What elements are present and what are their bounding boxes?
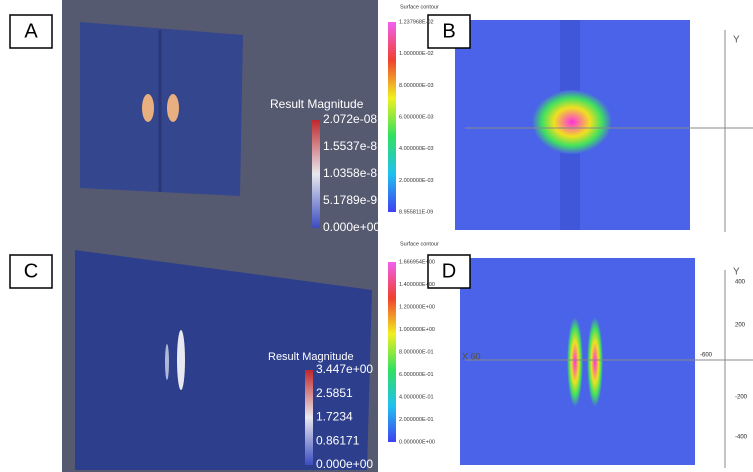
- contour-spot: [587, 317, 603, 407]
- legend-label: 6.000000E-03: [399, 114, 434, 120]
- legend-label: 1.5537e-8: [323, 139, 377, 153]
- legend-label: 1.237968E-02: [399, 19, 434, 25]
- legend-title: Result Magnitude: [270, 97, 364, 111]
- legend-label: 4.000000E-03: [399, 146, 434, 152]
- legend-label: 2.5851: [316, 386, 353, 400]
- color-bar: [388, 262, 396, 442]
- legend-label: 3.447e+00: [316, 362, 373, 376]
- legend-title: Surface contour: [400, 241, 439, 247]
- axis-tick-label: 400: [735, 280, 746, 286]
- panel-label: D: [442, 260, 456, 282]
- axis-name: Y: [733, 35, 740, 46]
- axis-tick-label: -600: [700, 353, 713, 359]
- legend-label: 1.000000E+00: [399, 327, 435, 333]
- axis-tick-label: 200: [735, 323, 746, 329]
- legend-label: 8.000000E-01: [399, 349, 434, 355]
- legend-label: 8.000000E-03: [399, 83, 434, 89]
- panel-label: C: [24, 260, 38, 282]
- contour-spot: [532, 90, 612, 154]
- legend-label: 1.000000E-02: [399, 51, 434, 57]
- legend-label: 1.200000E+00: [399, 304, 435, 310]
- legend-label: 1.400000E+00: [399, 282, 435, 288]
- legend-label: 4.000000E-01: [399, 394, 434, 400]
- axis-name: X 60: [462, 351, 481, 361]
- legend-label: 0.000e+00: [316, 457, 373, 471]
- panel-label: B: [442, 20, 455, 42]
- panel-label: A: [24, 20, 38, 42]
- stress-spot: [142, 94, 154, 122]
- legend-label: 1.7234: [316, 410, 353, 424]
- legend-title: Result Magnitude: [268, 351, 354, 363]
- axis-tick-label: -400: [735, 435, 748, 441]
- stress-spot: [165, 344, 169, 380]
- legend-label: 0.000000E+00: [399, 439, 435, 445]
- legend-label: 0.86171: [316, 433, 360, 447]
- legend-label: 0.000e+00: [323, 220, 380, 234]
- legend-label: 2.000000E-01: [399, 417, 434, 423]
- axis-name: Y: [733, 267, 740, 278]
- color-bar: [312, 120, 320, 228]
- legend-label: 2.072e-08: [323, 112, 377, 126]
- color-bar: [305, 370, 313, 465]
- axis-tick-label: -200: [735, 395, 748, 401]
- color-bar: [388, 22, 396, 212]
- legend-label: 1.0358e-8: [323, 166, 377, 180]
- legend-label: 5.1789e-9: [323, 193, 377, 207]
- stress-spot: [177, 330, 185, 390]
- figure: AResult Magnitude2.072e-081.5537e-81.035…: [0, 0, 753, 472]
- legend-label: 1.666954E+00: [399, 259, 435, 265]
- legend-title: Surface contour: [400, 4, 439, 10]
- legend-label: 8.955811E-09: [399, 209, 433, 215]
- legend-label: 6.000000E-01: [399, 372, 434, 378]
- contour-spot: [567, 317, 583, 407]
- stress-spot: [167, 94, 179, 122]
- legend-label: 2.000000E-03: [399, 178, 434, 184]
